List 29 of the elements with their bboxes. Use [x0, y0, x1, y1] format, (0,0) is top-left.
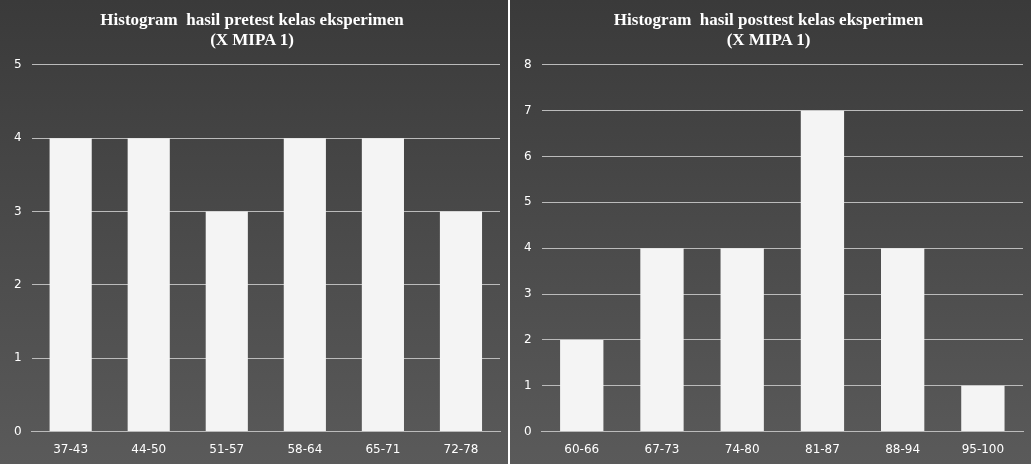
x-tick-label: 60-66 — [564, 441, 600, 456]
y-tick-label: 2 — [523, 332, 532, 347]
chart-title: Histogram hasil posttest kelas eksperimen (X MIPA 1) — [613, 9, 924, 49]
y-tick-label: 4 — [13, 130, 22, 145]
y-tick-label: 5 — [523, 194, 532, 209]
y-tick-label: 3 — [523, 286, 532, 301]
x-tick-label: 58-64 — [287, 441, 323, 456]
x-tick-label: 88-94 — [885, 441, 921, 456]
x-tick-label: 95-100 — [961, 441, 1005, 456]
y-tick-label: 3 — [13, 203, 22, 218]
x-tick-label: 44-50 — [131, 441, 167, 456]
y-tick-label: 6 — [523, 148, 532, 163]
y-tick-label: 1 — [523, 377, 532, 392]
chart-title: Histogram hasil pretest kelas eksperimen (X MIPA 1) — [100, 9, 405, 49]
x-tick-label: 72-78 — [443, 441, 479, 456]
x-tick-label: 74-80 — [724, 441, 760, 456]
y-tick-label: 0 — [13, 423, 22, 438]
x-tick-label: 51-57 — [209, 441, 245, 456]
y-tick-label: 2 — [13, 277, 22, 292]
y-tick-label: 5 — [13, 56, 22, 71]
y-tick-label: 0 — [523, 423, 532, 438]
y-tick-label: 1 — [13, 350, 22, 365]
x-tick-label: 67-73 — [644, 441, 680, 456]
y-tick-label: 7 — [523, 102, 532, 117]
x-tick-label: 65-71 — [365, 441, 401, 456]
y-tick-label: 4 — [523, 240, 532, 255]
x-tick-label: 37-43 — [53, 441, 89, 456]
x-tick-label: 81-87 — [804, 441, 840, 456]
y-tick-label: 8 — [523, 56, 532, 71]
